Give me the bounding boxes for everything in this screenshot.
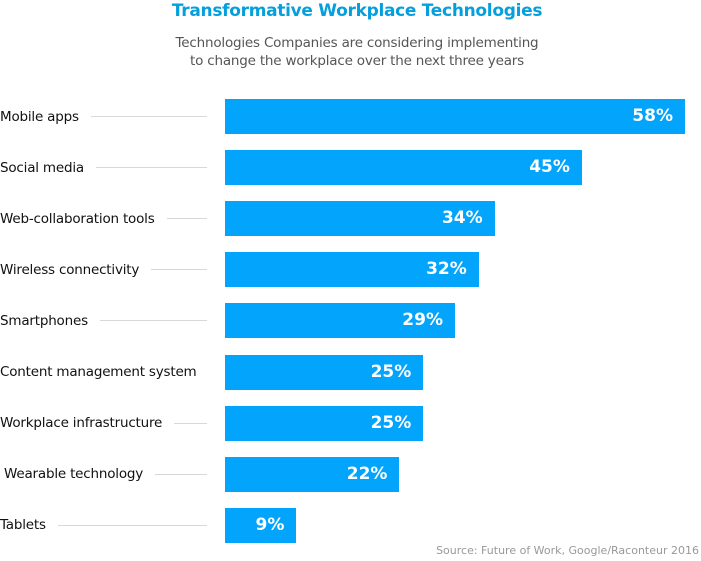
- bar: [225, 150, 582, 186]
- value-label: 45%: [529, 157, 570, 178]
- leader-line: [99, 320, 207, 322]
- leader-line: [155, 473, 207, 475]
- subtitle-line-2: to change the workplace over the next th…: [190, 53, 524, 69]
- value-label: 9%: [255, 514, 285, 535]
- value-label: 29%: [402, 310, 443, 331]
- leader-line: [174, 422, 207, 424]
- leader-line: [151, 269, 207, 271]
- bar-row: Smartphones 29%: [0, 303, 701, 339]
- bar: [225, 405, 424, 441]
- bar-row: Mobile apps 58%: [0, 99, 701, 134]
- bar-row: Social media 45%: [0, 150, 701, 186]
- bar: [225, 507, 297, 543]
- value-label: 32%: [426, 259, 467, 280]
- bar: [225, 354, 424, 390]
- category-label-text: Tablets: [0, 517, 46, 534]
- bar-row: Web-collaboration tools 34%: [0, 201, 701, 237]
- source-note: Source: Future of Work, Google/Raconteur…: [436, 544, 699, 557]
- category-label: Wearable technology: [4, 457, 207, 492]
- category-label: Mobile apps: [0, 99, 207, 134]
- category-label: Social media: [0, 150, 207, 185]
- chart-title: Transformative Workplace Technologies: [171, 1, 543, 21]
- leader-line: [166, 218, 207, 220]
- category-label: Web-collaboration tools: [0, 201, 207, 236]
- category-label: Workplace infrastructure: [0, 406, 207, 441]
- bar-row: Content management system 25%: [0, 354, 701, 390]
- bar-row: Workplace infrastructure 25%: [0, 405, 701, 441]
- category-label: Smartphones: [0, 303, 207, 338]
- category-label-text: Web-collaboration tools: [0, 210, 155, 227]
- category-label-text: Content management system: [0, 364, 197, 380]
- bar: [225, 456, 400, 492]
- category-label: Wireless connectivity: [0, 252, 207, 287]
- value-label: 25%: [370, 361, 412, 382]
- bar-row: Wireless connectivity 32%: [0, 252, 701, 288]
- chart-subtitle: Technologies Companies are considering i…: [0, 34, 701, 70]
- bar: [225, 303, 455, 339]
- leader-line: [90, 116, 207, 117]
- bar: [225, 99, 685, 134]
- category-label-text: Workplace infrastructure: [0, 415, 163, 432]
- category-label: Tablets: [0, 508, 207, 543]
- leader-line: [57, 524, 207, 526]
- category-label: Content management system: [0, 355, 207, 390]
- bar: [225, 252, 479, 288]
- value-label: 58%: [632, 106, 673, 126]
- subtitle-line-1: Technologies Companies are considering i…: [175, 35, 539, 51]
- bar-row: Wearable technology 22%: [0, 456, 701, 492]
- category-label-text: Mobile apps: [0, 108, 79, 125]
- value-label: 25%: [370, 412, 412, 433]
- category-label-text: Wearable technology: [4, 466, 144, 483]
- category-label-text: Smartphones: [0, 312, 88, 329]
- value-label: 22%: [346, 463, 388, 484]
- value-label: 34%: [441, 208, 483, 229]
- bar: [225, 201, 495, 237]
- bar-row: Tablets 9%: [0, 507, 701, 543]
- leader-line: [95, 167, 207, 169]
- category-label-text: Social media: [0, 159, 84, 176]
- category-label-text: Wireless connectivity: [0, 261, 140, 278]
